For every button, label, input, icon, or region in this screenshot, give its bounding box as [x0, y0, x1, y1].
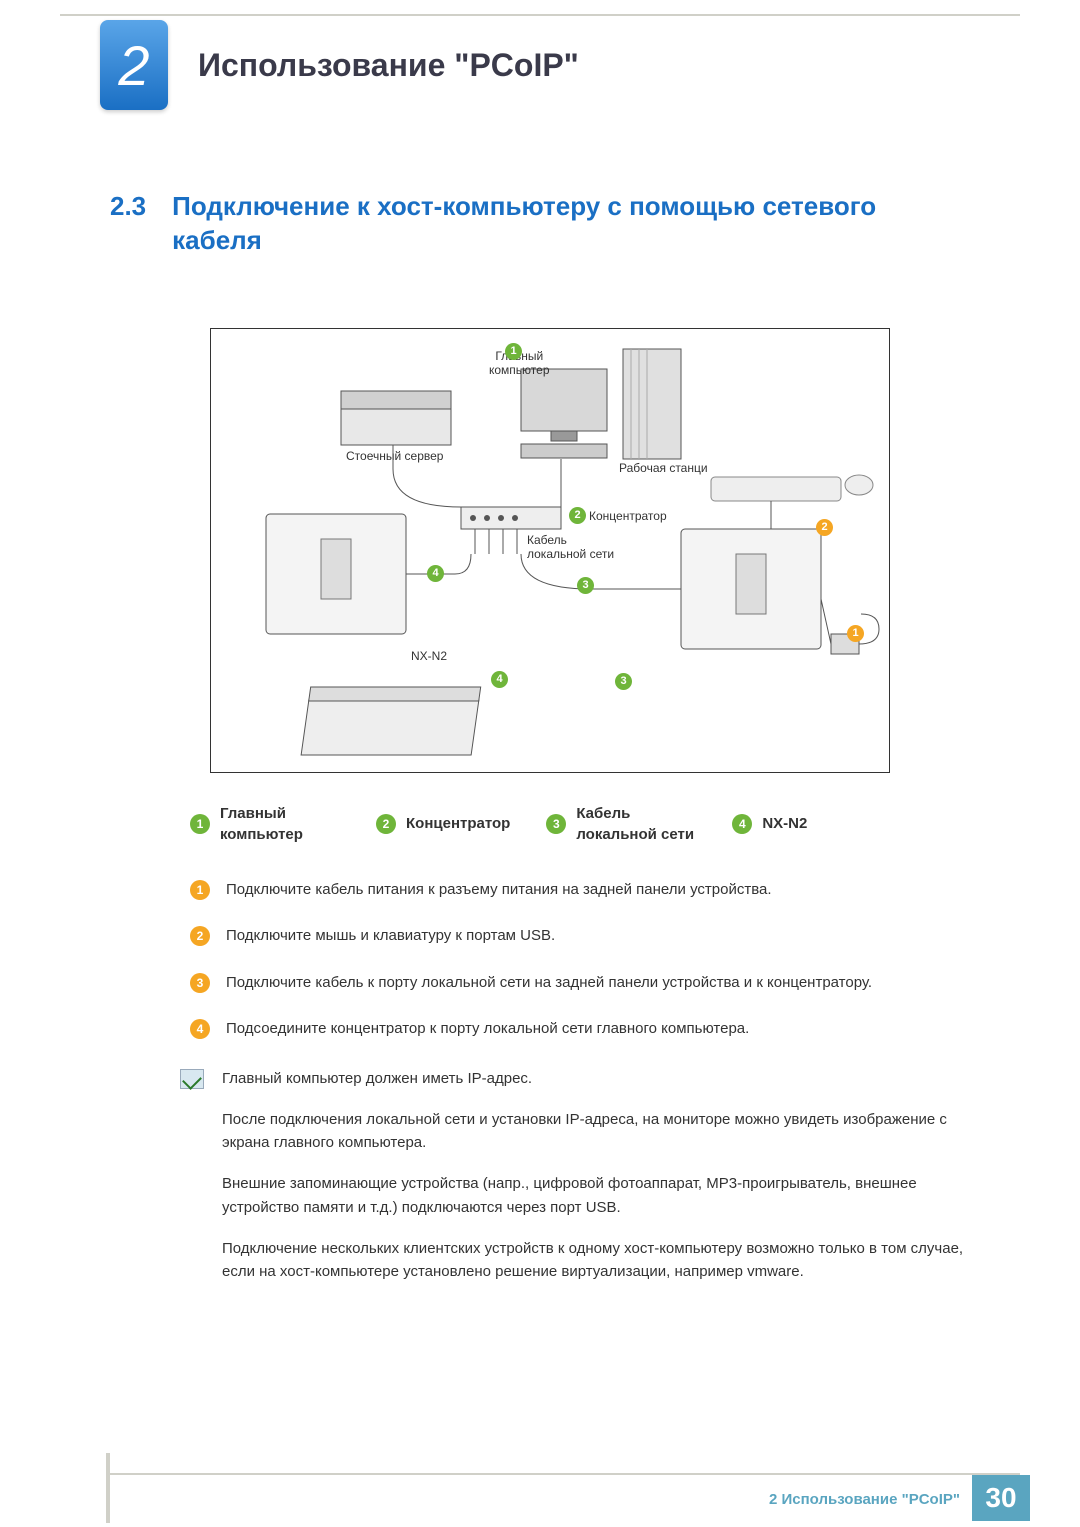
step: 4 Подсоедините концентратор к порту лока…: [190, 1018, 970, 1041]
legend-item: 3 Кабель локальной сети: [546, 803, 696, 845]
section: 2.3 Подключение к хост-компьютеру с помо…: [110, 190, 970, 1283]
step-badge-1: 1: [190, 880, 210, 900]
callout-2g: 2: [569, 507, 586, 524]
note-text: После подключения локальной сети и устан…: [222, 1108, 970, 1155]
note-text: Подключение нескольких клиентских устрой…: [222, 1237, 970, 1284]
notes-body: Главный компьютер должен иметь IP-адрес.…: [222, 1067, 970, 1284]
legend-badge-2: 2: [376, 814, 396, 834]
top-rule: [60, 14, 1020, 16]
step-text-1: Подключите кабель питания к разъему пита…: [226, 879, 772, 902]
label-workstation: Рабочая станци: [619, 461, 708, 475]
callout-2o: 2: [816, 519, 833, 536]
chapter-header: 2 Использование "PCoIP": [100, 20, 579, 110]
label-hub: Концентратор: [589, 509, 667, 523]
callout-3g-b: 3: [615, 673, 632, 690]
legend-item: 2 Концентратор: [376, 813, 510, 834]
section-heading: 2.3 Подключение к хост-компьютеру с помо…: [110, 190, 970, 258]
callout-3g-a: 3: [577, 577, 594, 594]
legend-label-2: Концентратор: [406, 813, 510, 834]
note-icon: [180, 1069, 204, 1089]
footer: 2 Использование "PCoIP" 30: [0, 1473, 1080, 1527]
step: 3 Подключите кабель к порту локальной се…: [190, 972, 970, 995]
legend-badge-4: 4: [732, 814, 752, 834]
label-nxn2: NX-N2: [411, 649, 447, 663]
step: 1 Подключите кабель питания к разъему пи…: [190, 879, 970, 902]
page: 2 Использование "PCoIP" 2.3 Подключение …: [0, 0, 1080, 1527]
step: 2 Подключите мышь и клавиатуру к портам …: [190, 925, 970, 948]
legend-badge-1: 1: [190, 814, 210, 834]
legend-item: 4 NX-N2: [732, 813, 807, 834]
connection-diagram: Главный компьютер Стоечный сервер Рабоча…: [210, 328, 890, 773]
step-text-3: Подключите кабель к порту локальной сети…: [226, 972, 872, 995]
chapter-badge: 2: [100, 20, 168, 110]
section-number: 2.3: [110, 190, 146, 258]
legend-label-3: Кабель локальной сети: [576, 803, 696, 845]
footer-side-rule: [106, 1453, 110, 1523]
callout-1g: 1: [505, 343, 522, 360]
callout-4g-a: 4: [427, 565, 444, 582]
footer-text: 2 Использование "PCoIP": [769, 1491, 960, 1508]
legend-item: 1 Главный компьютер: [190, 803, 340, 845]
step-text-2: Подключите мышь и клавиатуру к портам US…: [226, 925, 555, 948]
label-rack: Стоечный сервер: [346, 449, 443, 463]
callout-4g-b: 4: [491, 671, 508, 688]
step-badge-3: 3: [190, 973, 210, 993]
step-text-4: Подсоедините концентратор к порту локаль…: [226, 1018, 749, 1041]
callout-1o: 1: [847, 625, 864, 642]
footer-rule: [110, 1473, 1020, 1475]
note-text: Внешние запоминающие устройства (напр., …: [222, 1172, 970, 1219]
step-badge-4: 4: [190, 1019, 210, 1039]
note-text: Главный компьютер должен иметь IP-адрес.: [222, 1067, 970, 1090]
chapter-title: Использование "PCoIP": [198, 47, 579, 84]
label-lan: Кабель локальной сети: [527, 533, 614, 561]
notes: Главный компьютер должен иметь IP-адрес.…: [180, 1067, 970, 1284]
page-number: 30: [972, 1475, 1030, 1521]
legend: 1 Главный компьютер 2 Концентратор 3 Каб…: [190, 803, 970, 845]
legend-label-4: NX-N2: [762, 813, 807, 834]
legend-badge-3: 3: [546, 814, 566, 834]
legend-label-1: Главный компьютер: [220, 803, 340, 845]
section-title: Подключение к хост-компьютеру с помощью …: [172, 190, 970, 258]
steps-list: 1 Подключите кабель питания к разъему пи…: [190, 879, 970, 1041]
step-badge-2: 2: [190, 926, 210, 946]
